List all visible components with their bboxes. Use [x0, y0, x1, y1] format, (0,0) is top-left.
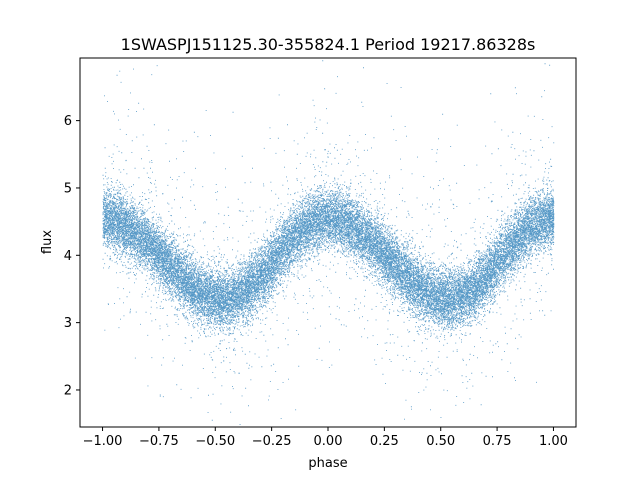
x-tick-label: −0.25: [252, 434, 292, 449]
y-tick-label: 5: [64, 181, 72, 196]
scatter-points: [102, 60, 555, 426]
flux-points: [102, 60, 555, 426]
y-tick-label: 6: [64, 114, 72, 129]
x-tick-label: 0.50: [426, 434, 455, 449]
y-tick-label: 3: [64, 316, 72, 331]
y-tick-label: 4: [64, 249, 72, 264]
x-tick-label: −0.75: [139, 434, 179, 449]
y-tick-label: 2: [64, 383, 72, 398]
x-tick-label: −0.50: [195, 434, 235, 449]
x-tick-label: 0.75: [483, 434, 512, 449]
x-tick-label: −1.00: [83, 434, 123, 449]
chart-title: 1SWASPJ151125.30-355824.1 Period 19217.8…: [121, 35, 536, 54]
x-tick-label: 0.00: [314, 434, 343, 449]
x-tick-label: 1.00: [539, 434, 568, 449]
x-axis-label: phase: [308, 456, 347, 471]
y-axis-ticks: 2 3 4 5 6: [64, 114, 80, 398]
x-axis-ticks: −1.00 −0.75 −0.50 −0.25 0.00 0.25 0.50 0.75 1.00: [83, 427, 568, 449]
y-axis-label: flux: [40, 230, 55, 254]
x-tick-label: 0.25: [370, 434, 399, 449]
